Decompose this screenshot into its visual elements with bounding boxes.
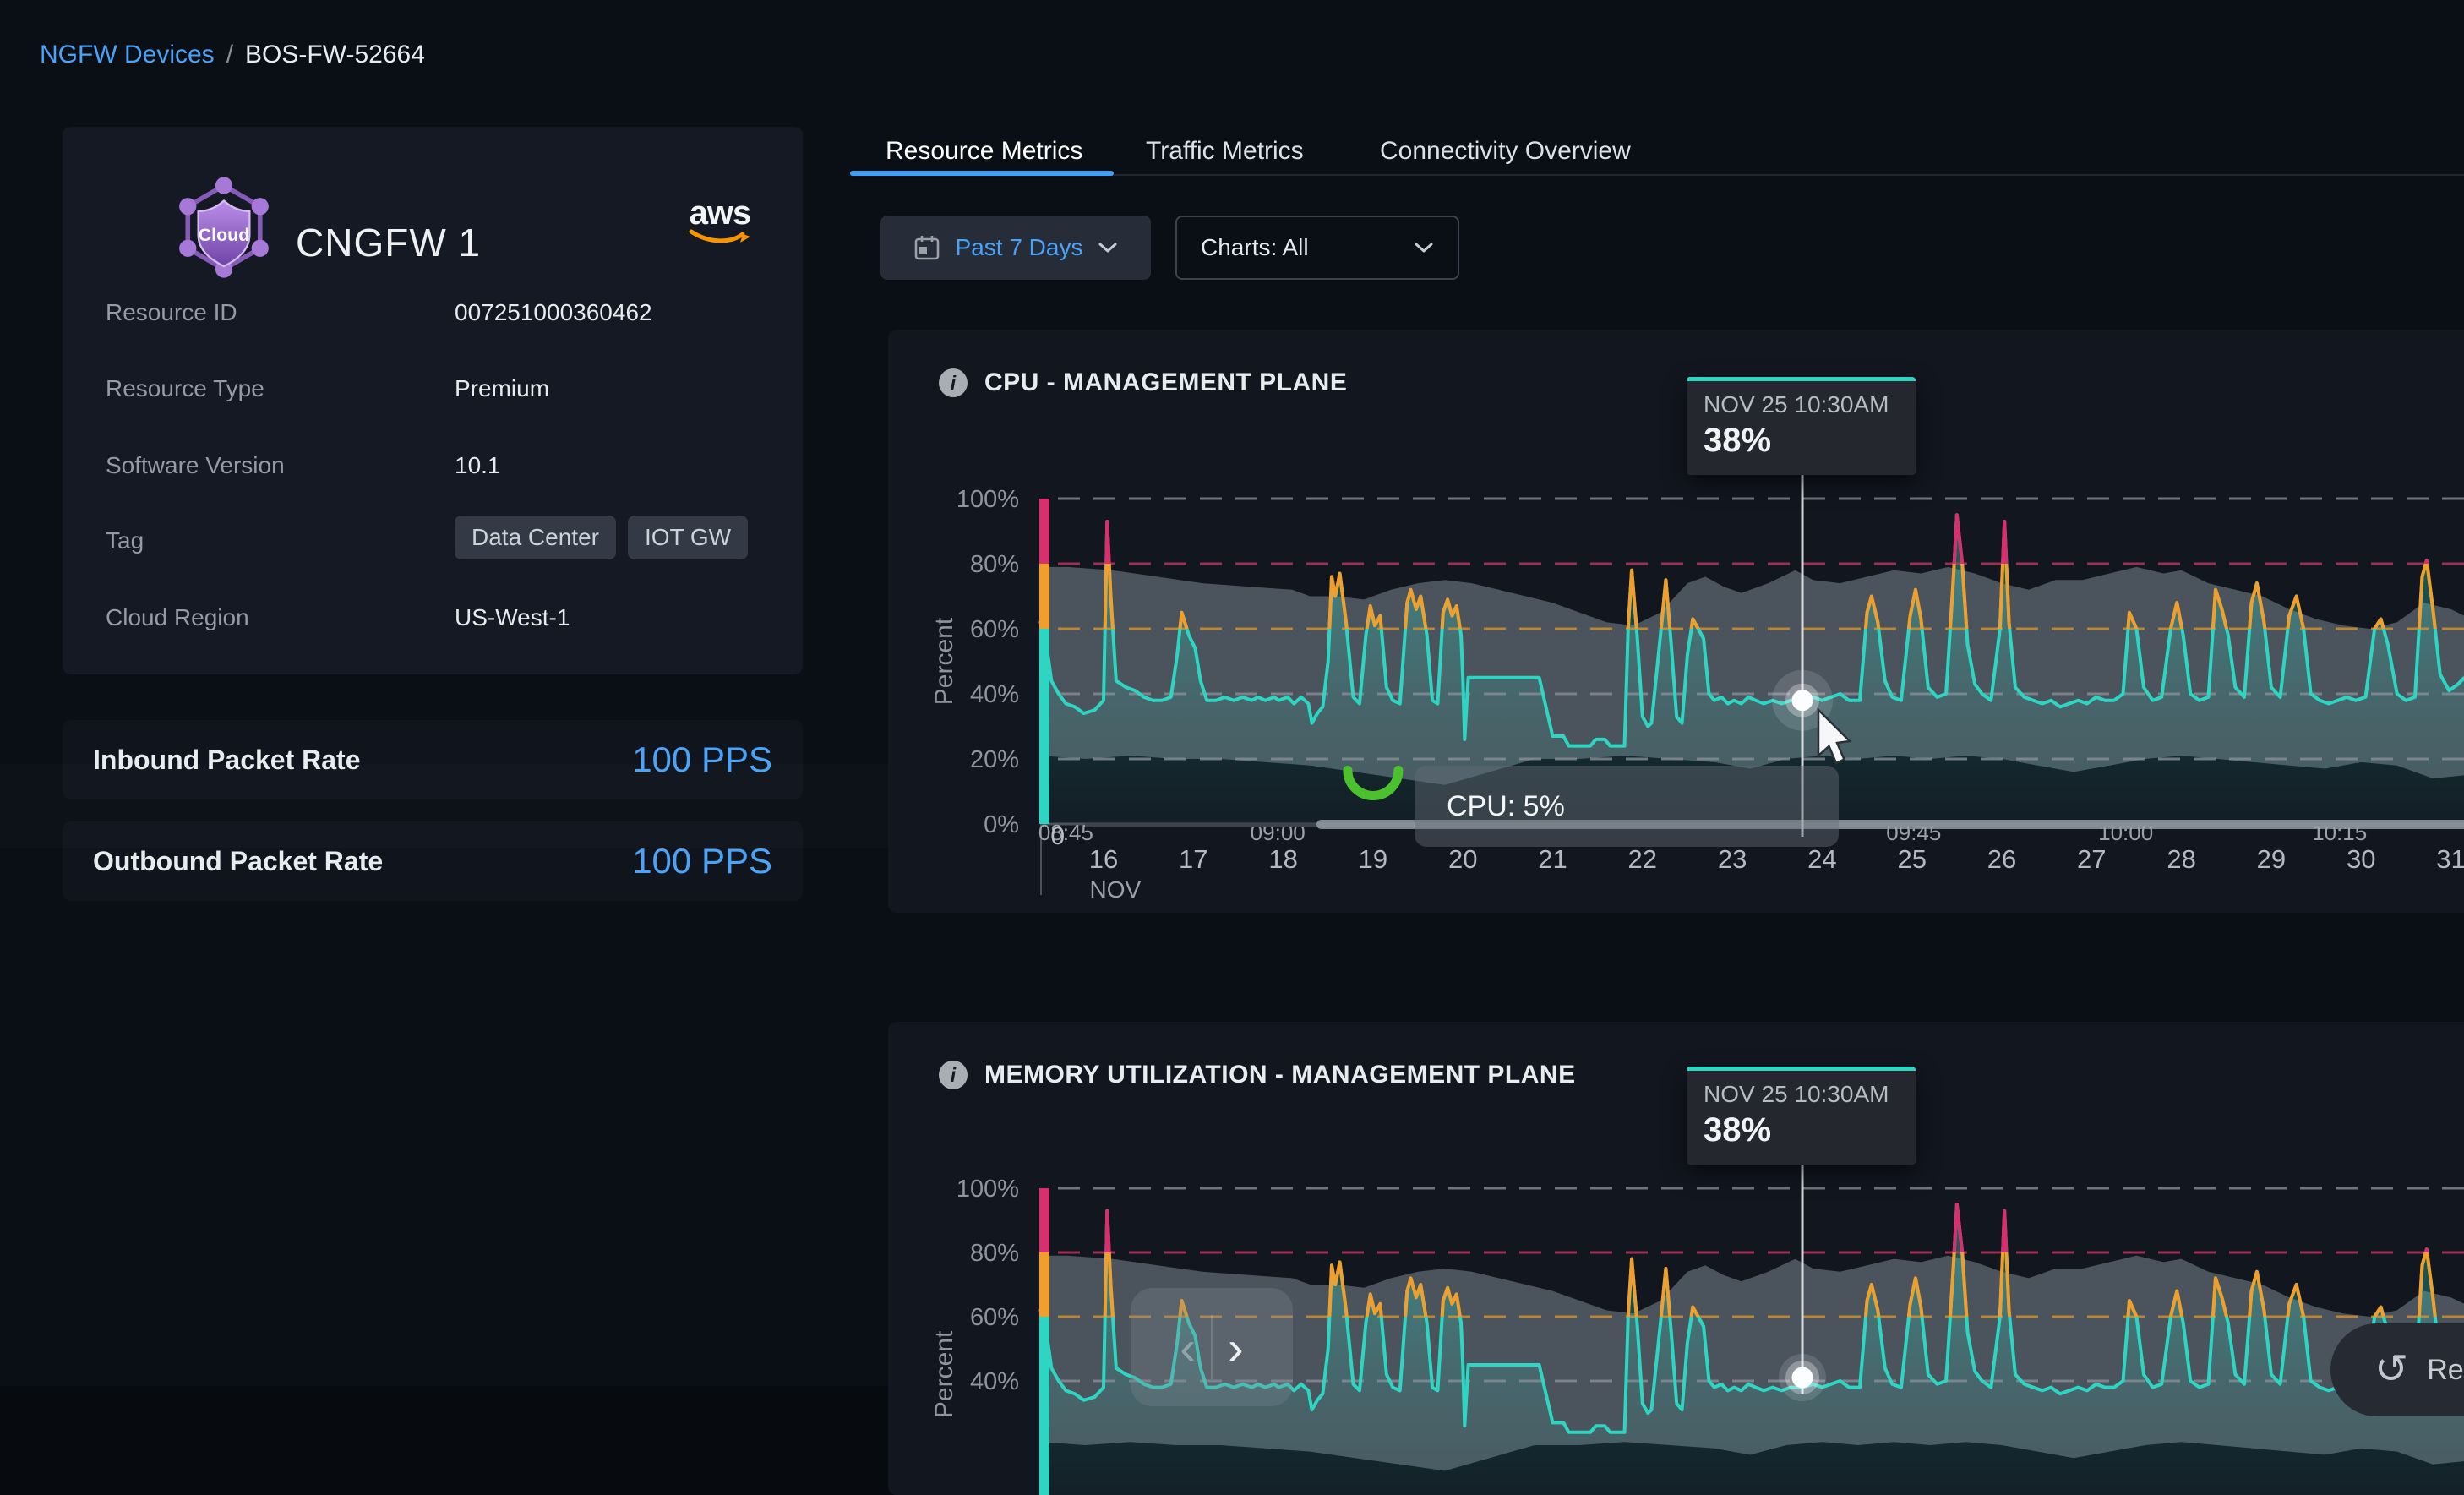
y-tick-label: 20% (970, 746, 1019, 773)
tag-chip: IOT GW (628, 516, 748, 559)
breadcrumb-link-ngfw-devices[interactable]: NGFW Devices (40, 41, 215, 69)
breadcrumb: NGFW Devices / BOS-FW-52664 (40, 41, 425, 69)
cpu-chart-title: CPU - MANAGEMENT PLANE (984, 368, 1347, 397)
carousel-prev-button[interactable]: ‹ (1164, 1320, 1211, 1375)
threshold-bar-critical (1039, 1188, 1049, 1252)
cloud-firewall-icon: Cloud (171, 174, 277, 281)
slider-zero-label: 0 (1050, 822, 1065, 850)
page: { "breadcrumb": { "link": "NGFW Devices"… (0, 0, 2464, 1386)
crosshair-tooltip: NOV 25 10:30AM 38% (1687, 377, 1916, 475)
threshold-bar-normal (1039, 1317, 1049, 1495)
device-field-row: Cloud Region US-West-1 (106, 604, 769, 655)
day-tick-label: 30 (2347, 844, 2375, 874)
cpu-hover-readout: CPU: 5% (1415, 766, 1839, 847)
day-tick-label: 18 (1268, 844, 1297, 874)
active-tab-underline (850, 171, 1114, 176)
day-tick-label: 27 (2077, 844, 2106, 874)
device-title: CNGFW 1 (296, 220, 481, 265)
tab-traffic-metrics[interactable]: Traffic Metrics (1146, 137, 1304, 166)
info-icon[interactable]: i (939, 1061, 968, 1089)
y-tick-label: 0% (984, 811, 1019, 838)
memory-chart-title: MEMORY UTILIZATION - MANAGEMENT PLANE (984, 1061, 1576, 1089)
day-tick-label: 22 (1628, 844, 1657, 874)
memory-chart-plot[interactable]: 100% 80% 60% 40% Percent (888, 1022, 2464, 1495)
hover-dot (1792, 690, 1813, 711)
y-tick-label: 80% (970, 1240, 1019, 1267)
y-axis-title: Percent (930, 1330, 958, 1418)
y-tick-label: 60% (970, 1304, 1019, 1331)
tab-connectivity-overview[interactable]: Connectivity Overview (1380, 137, 1631, 166)
tab-resource-metrics[interactable]: Resource Metrics (886, 137, 1082, 166)
day-tick-label: 20 (1448, 844, 1477, 874)
aws-smile-icon (687, 228, 753, 247)
svg-text:Cloud: Cloud (199, 225, 250, 245)
aws-logo: aws (684, 198, 755, 251)
y-axis-title: Percent (930, 617, 958, 705)
y-tick-label: 80% (970, 551, 1019, 578)
calendar-icon (913, 234, 940, 261)
day-tick-label: 24 (1807, 844, 1836, 874)
device-field-row: Software Version 10.1 (106, 452, 769, 503)
day-tick-label: 16 (1089, 844, 1118, 874)
breadcrumb-current: BOS-FW-52664 (245, 41, 425, 69)
device-info-card: Cloud CNGFW 1 aws Resource ID 0072510003… (63, 127, 803, 674)
y-tick-label: 100% (957, 1176, 1019, 1203)
day-tick-label: 19 (1359, 844, 1387, 874)
crosshair-tooltip: NOV 25 10:30AM 38% (1687, 1067, 1916, 1165)
chevron-down-icon (1414, 242, 1434, 254)
restart-button[interactable]: ↺ Restart (2330, 1323, 2464, 1416)
day-tick-label: 21 (1538, 844, 1567, 874)
chevron-down-icon (1098, 242, 1118, 254)
day-tick-label: 29 (2257, 844, 2286, 874)
device-field-row-tags: Tag Data Center IOT GW (106, 527, 769, 578)
cpu-chart-card: i CPU - MANAGEMENT PLANE 100% 80% 60% 40% 20… (888, 330, 2464, 913)
info-icon[interactable]: i (939, 368, 968, 397)
memory-chart-card: i MEMORY UTILIZATION - MANAGEMENT PLANE … (888, 1022, 2464, 1495)
day-tick-label: 26 (1987, 844, 2016, 874)
threshold-bar-warning (1039, 564, 1049, 629)
day-tick-label: 17 (1179, 844, 1207, 874)
y-tick-label: 60% (970, 616, 1019, 643)
y-tick-label: 100% (957, 486, 1019, 513)
device-field-row: Resource Type Premium (106, 375, 769, 426)
y-tick-label: 40% (970, 681, 1019, 708)
device-field-row: Resource ID 007251000360462 (106, 299, 769, 350)
hover-dot (1792, 1367, 1813, 1389)
breadcrumb-separator: / (226, 41, 233, 69)
threshold-bar-warning (1039, 1252, 1049, 1317)
charts-filter-dropdown[interactable]: Charts: All (1175, 216, 1459, 280)
chart-carousel-nav: ‹ › (1131, 1288, 1293, 1406)
restart-icon: ↺ (2374, 1350, 2408, 1390)
time-range-dropdown[interactable]: Past 7 Days (880, 216, 1151, 280)
day-tick-label: 28 (2167, 844, 2195, 874)
day-tick-label: 25 (1897, 844, 1926, 874)
threshold-bar-critical (1039, 499, 1049, 564)
carousel-next-button[interactable]: › (1213, 1320, 1259, 1375)
month-label: NOV (1089, 876, 1141, 903)
day-tick-label: 23 (1718, 844, 1747, 874)
day-tick-label: 31 (2436, 844, 2464, 874)
threshold-bar-normal (1039, 629, 1049, 824)
y-tick-label: 40% (970, 1368, 1019, 1395)
tag-chip: Data Center (455, 516, 616, 559)
